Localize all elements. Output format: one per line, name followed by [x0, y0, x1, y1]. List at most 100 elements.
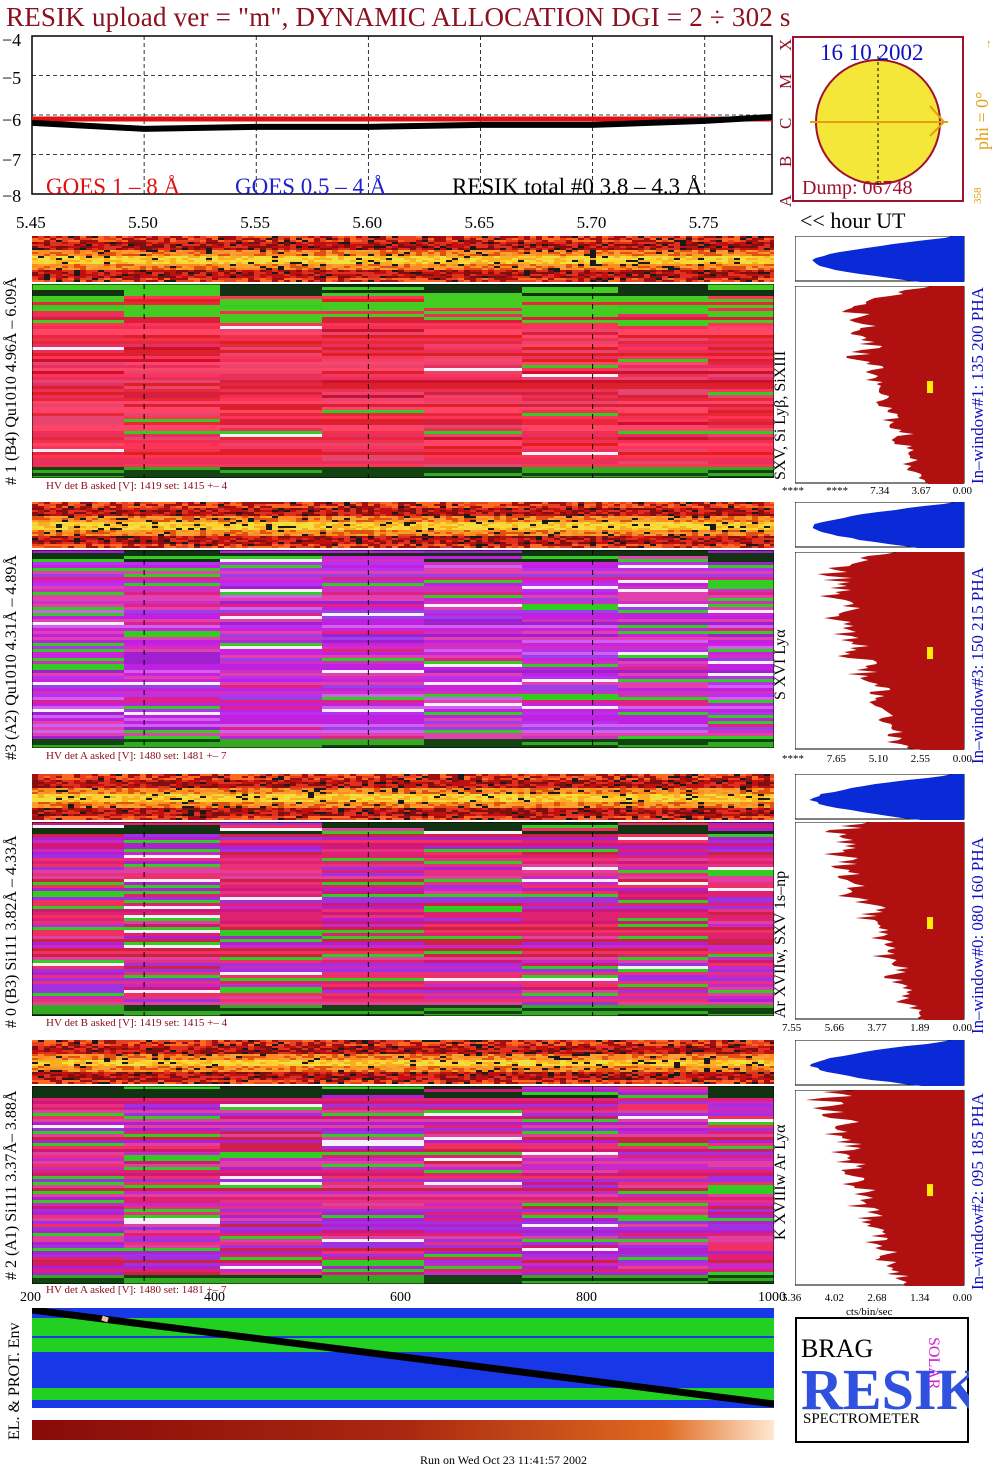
pha-spectrum-blue	[795, 1040, 965, 1086]
legend-goes-long: GOES 1 – 8 Å	[46, 174, 181, 199]
goes-y-tick: −7	[2, 150, 21, 170]
pha-tick: 7.34	[870, 485, 890, 497]
goes-y-tick: −4	[2, 30, 21, 50]
goes-frame	[31, 35, 773, 195]
pha-spectrum-blue	[795, 774, 965, 820]
line-label-3: S XVI Lyα	[772, 629, 789, 700]
pha-tick: ****	[826, 485, 849, 497]
goes-y-tick: −8	[2, 186, 21, 206]
window-label-1: In–window#1: 135 200 PHA	[968, 287, 987, 484]
sun-panel: 16 10 2002 Dump: 06748	[792, 36, 964, 202]
env-band	[32, 1338, 774, 1352]
pha-spectrum-red	[795, 1090, 965, 1286]
sun-date: 16 10 2002	[820, 40, 924, 65]
pha-histogram	[841, 286, 964, 484]
time-tick: 5.50	[128, 213, 158, 232]
pha-marker	[927, 381, 933, 394]
env-trend-mark	[101, 1315, 109, 1323]
hv-readout-3: HV det A asked [V]: 1480 set: 1481 +– 7	[46, 750, 227, 762]
pha-tick: 0.00	[952, 485, 972, 497]
spectrogram-frame	[32, 550, 774, 748]
env-tick: 400	[204, 1290, 225, 1305]
hv-readout-0: HV det B asked [V]: 1419 set: 1415 +– 4	[46, 1017, 228, 1029]
legend-goes-short: GOES 0.5 – 4 Å	[235, 174, 387, 199]
pha-marker	[927, 647, 933, 660]
spectrogram-body	[32, 550, 774, 748]
line-label-1: SXV, Si Lyβ, SiXIII	[772, 350, 789, 480]
goes-y-ticks: −4 −5 −6 −7 −8	[2, 30, 21, 206]
pha-tick: 5.66	[824, 1022, 844, 1034]
pha-ticks-0: 7.55 5.66 3.77 1.89 0.00	[782, 1022, 972, 1034]
sun-side-bottom: 358	[972, 187, 984, 205]
pha-tick: 0.00	[952, 1292, 972, 1304]
time-tick: 5.65	[464, 213, 494, 232]
time-tick: 5.55	[240, 213, 270, 232]
time-tick: 5.75	[689, 213, 719, 232]
pha-tick: 5.10	[868, 753, 888, 765]
env-ticks: 200 400 600 800 1000	[20, 1290, 786, 1308]
pha-tick: 3.67	[911, 485, 931, 497]
sun-dump: Dump: 06748	[802, 177, 913, 199]
goes-y-tick: −5	[2, 68, 21, 88]
channel-3-label: #3 (A2) Qu1010 4.31Å – 4.89Å	[3, 555, 20, 760]
pha-ticks-1: **** **** 7.34 3.67 0.00	[782, 485, 972, 497]
pha-tick: 2.55	[910, 753, 930, 765]
pha-ticks-2: 5.36 4.02 2.68 1.34 0.00	[782, 1292, 972, 1304]
spectrogram-strip	[32, 774, 774, 820]
pha-tick: 7.55	[782, 1022, 802, 1034]
pha-marker	[927, 917, 933, 930]
env-tick: 200	[20, 1290, 41, 1305]
time-tick: 5.70	[577, 213, 607, 232]
pha-tick: 0.00	[952, 1022, 972, 1034]
spectrogram-frame	[32, 284, 774, 478]
pha-histogram	[812, 502, 964, 548]
pha-spectrum-red	[795, 552, 965, 750]
pha-marker	[927, 1184, 933, 1197]
env-tick: 1000	[758, 1290, 786, 1305]
pha-spectrum-red	[795, 286, 965, 484]
spectrogram-body	[32, 284, 774, 478]
spectrogram-strip	[32, 502, 774, 548]
spectrogram-body	[32, 1086, 774, 1284]
line-label-0: Ar XVIIw, SXV 1s–np	[772, 870, 789, 1018]
pha-histogram	[805, 1090, 964, 1286]
line-label-2: K XVIIIw Ar Lyα	[772, 1124, 789, 1240]
time-tick: 5.60	[352, 213, 382, 232]
spectrogram-strip	[32, 236, 774, 282]
pha-tick: 2.68	[867, 1292, 887, 1304]
time-axis: 5.45 5.50 5.55 5.60 5.65 5.70 5.75	[16, 213, 719, 232]
hv-readout-1: HV det B asked [V]: 1419 set: 1415 +– 4	[46, 480, 228, 492]
spectrogram-frame	[32, 822, 774, 1016]
pha-tick: 1.89	[910, 1022, 930, 1034]
window-label-3: In–window#3: 150 215 PHA	[968, 567, 987, 764]
channel-1-label: # 1 (B4) Qu1010 4.96Å – 6.09Å	[3, 277, 20, 485]
channel-0-label: # 0 (B3) Si111 3.82Å – 4.33Å	[3, 835, 20, 1028]
spectrogram-body	[32, 822, 774, 1016]
env-axis-label: EL. & PROT. Env	[6, 1322, 23, 1440]
goes-y-tick: −6	[2, 110, 21, 130]
pha-histogram	[809, 1040, 964, 1086]
env-tick: 800	[576, 1290, 597, 1305]
env-color-bar	[32, 1420, 774, 1440]
pha-tick: 0.00	[952, 753, 972, 765]
footer-run-info: Run on Wed Oct 23 11:41:57 2002	[420, 1453, 588, 1467]
pha-tick: 3.77	[867, 1022, 887, 1034]
sun-phi: phi = 0°	[972, 91, 992, 150]
page-title: RESIK upload ver = "m", DYNAMIC ALLOCATI…	[6, 2, 791, 32]
pha-histogram	[817, 552, 964, 750]
legend-resik-total: RESIK total #0 3.8 – 4.3 Å	[452, 174, 703, 199]
env-tick: 600	[390, 1290, 411, 1305]
sun-side-top: ↑	[986, 38, 992, 50]
channel-2-label: # 2 (A1) Si111 3.37Å– 3.88Å	[3, 1090, 20, 1280]
pha-spectrum-blue	[795, 236, 965, 282]
env-panel	[32, 1308, 774, 1440]
resik-logo: BRAG RESIK SOLAR SPECTROMETER	[795, 1317, 969, 1443]
time-unit-label: << hour UT	[800, 208, 906, 233]
window-label-0: In–window#0: 080 160 PHA	[968, 837, 987, 1034]
pha-tick: 4.02	[824, 1292, 844, 1304]
window-label-2: In–window#2: 095 185 PHA	[968, 1093, 987, 1290]
pha-histogram	[812, 236, 964, 282]
time-tick: 5.45	[16, 213, 46, 232]
pha-ticks-3: **** 7.65 5.10 2.55 0.00	[782, 753, 972, 765]
pha-spectrum-red	[795, 822, 965, 1020]
